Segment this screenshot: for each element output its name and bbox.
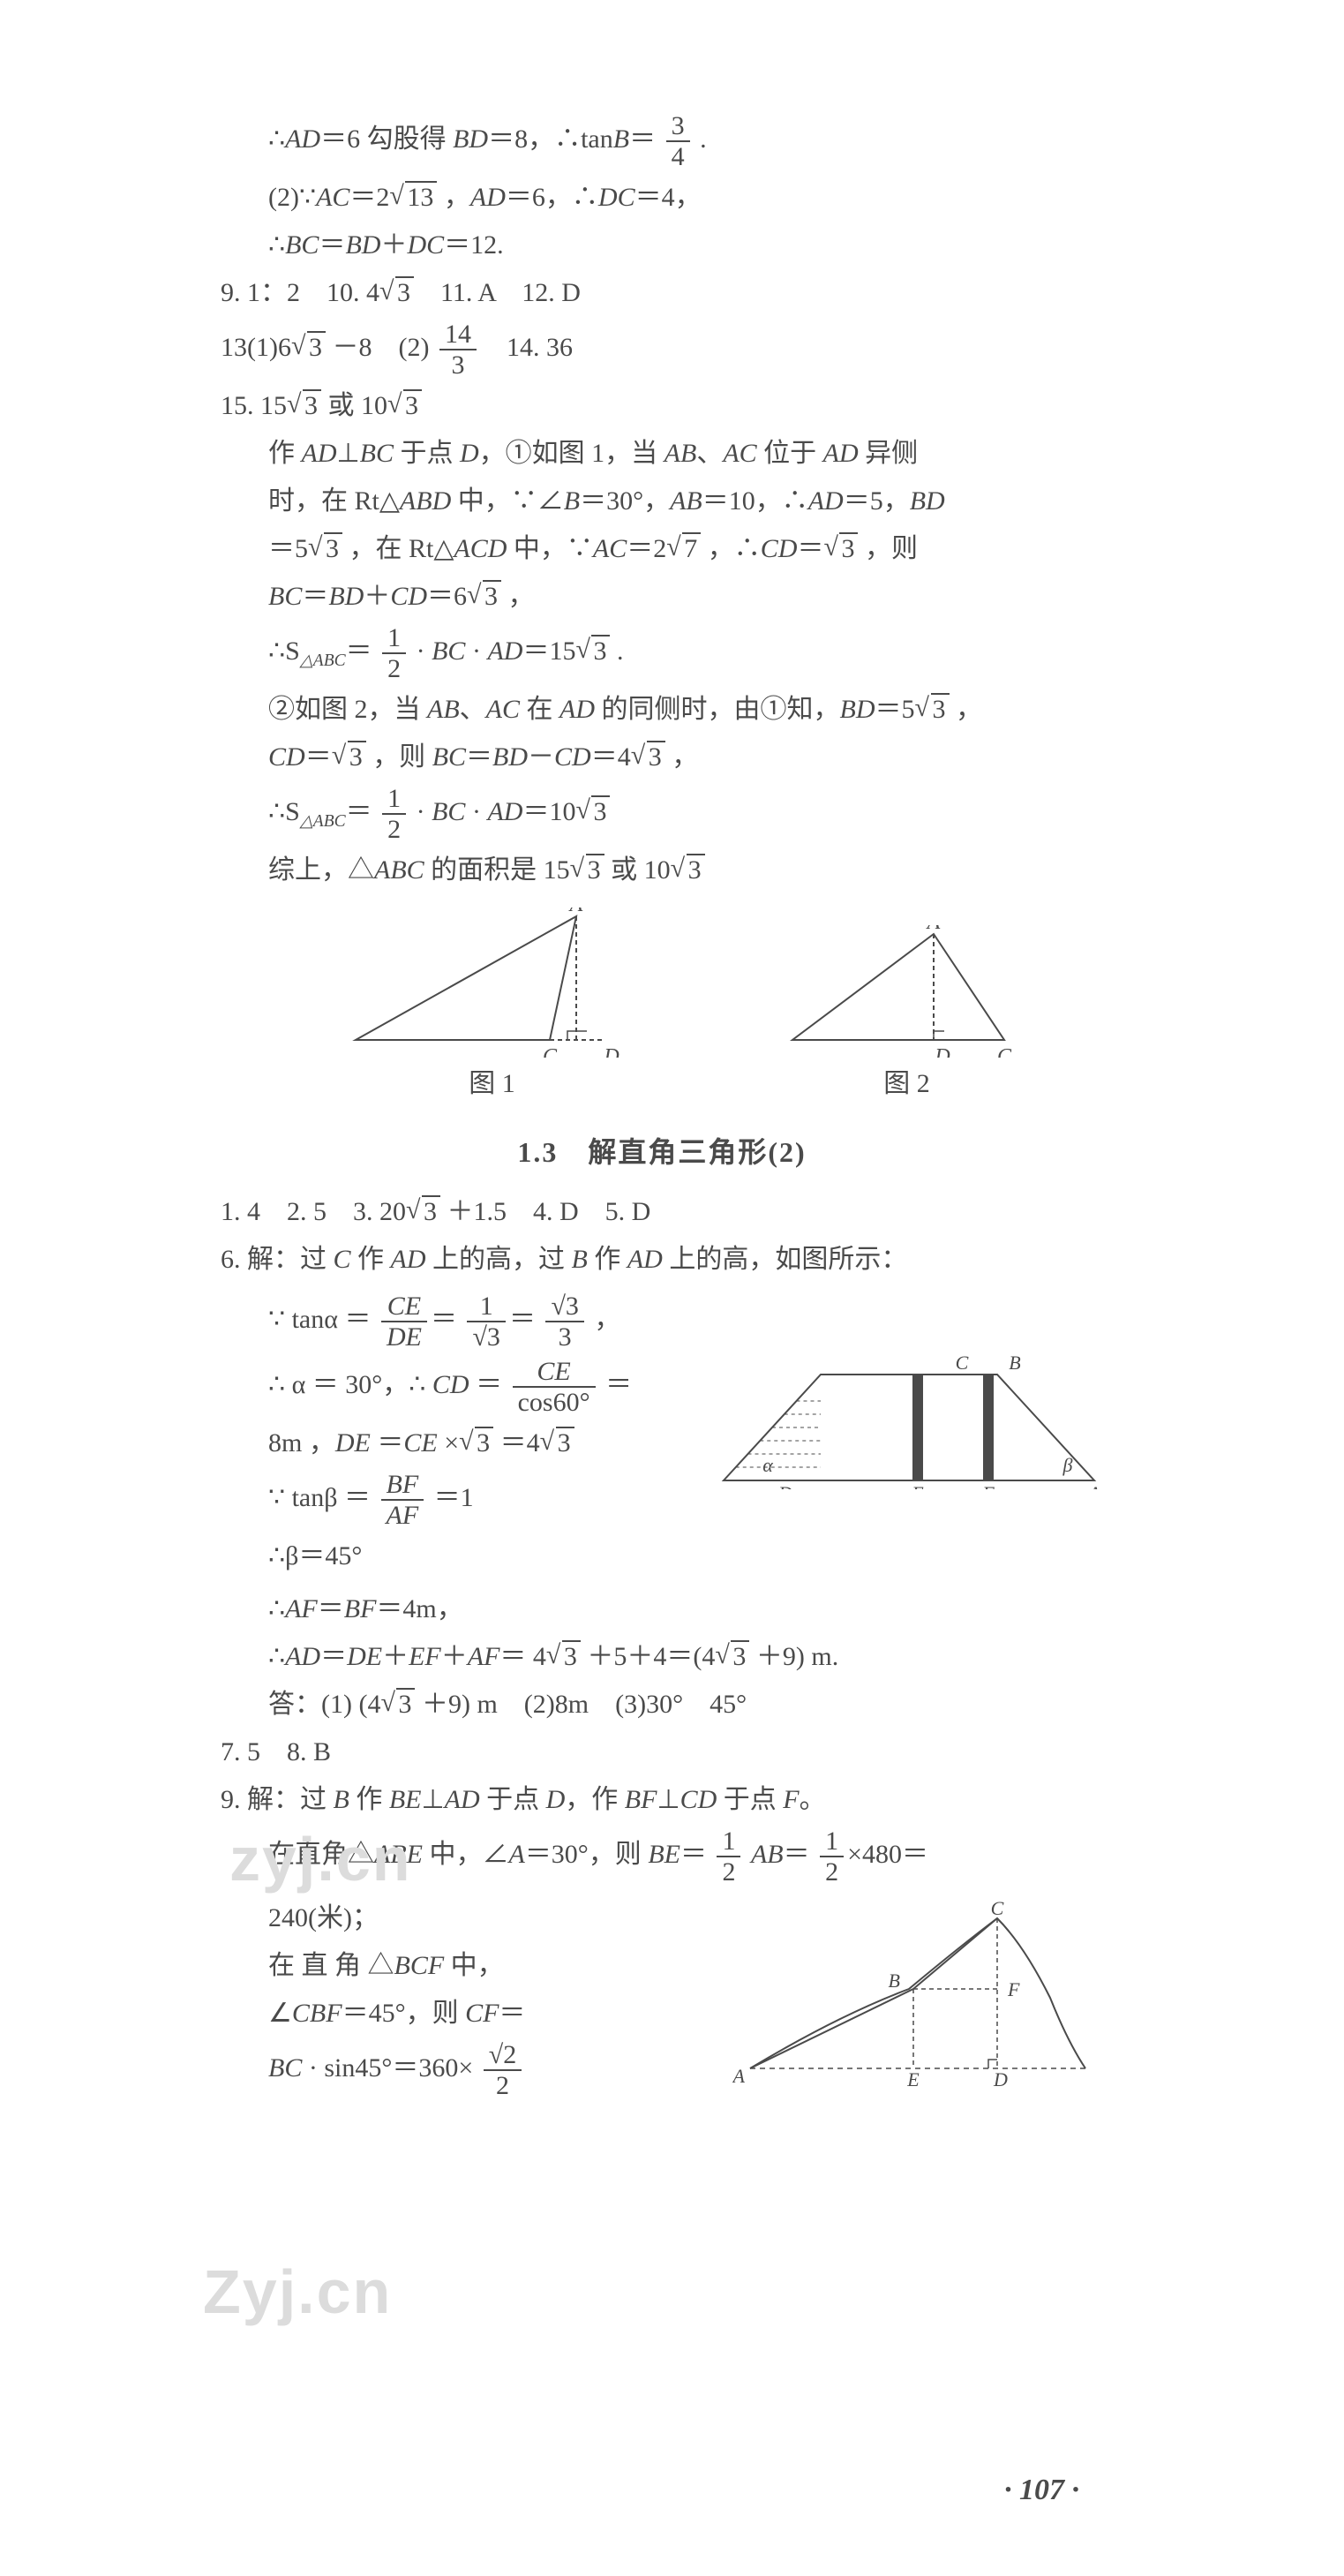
figure-2: ABCD 图 2 (784, 925, 1031, 1105)
svg-text:C: C (996, 1045, 1011, 1058)
text-line: 9. 1：2 10. 43 11. A 12. D (221, 272, 1103, 314)
text-line: ∴ α ＝ 30°，∴ CD ＝ CEcos60° ＝ (221, 1357, 680, 1417)
svg-text:B: B (1009, 1352, 1020, 1374)
text-line: ∵ tanα ＝ CEDE＝ 1√3＝ √33 ， (221, 1292, 680, 1352)
svg-text:F: F (981, 1482, 995, 1489)
figure-caption: 图 1 (347, 1063, 638, 1105)
page-number: · 107 · (1004, 2467, 1079, 2514)
text-line: ∴AD＝6 勾股得 BD＝8，∴tanB＝ 34 . (221, 111, 1103, 171)
svg-text:C: C (991, 1897, 1004, 1919)
text-line: 6. 解：过 C 作 AD 上的高，过 B 作 AD 上的高，如图所示： (221, 1239, 1103, 1281)
fraction: 34 (666, 111, 690, 171)
watermark: Zyj.cn (203, 2242, 392, 2341)
text-line: 在 直 角 △BCF 中， (221, 1945, 697, 1987)
hill-figure: A B C F E D (732, 1892, 1103, 2095)
triangle-2-svg: ABCD (784, 925, 1031, 1058)
svg-text:β: β (1062, 1454, 1073, 1476)
text-line: 时，在 Rt△ABD 中，∵∠B＝30°，AB＝10，∴AD＝5，BD (221, 480, 1103, 523)
text-line: 综上，△ABC 的面积是 153 或 103 (221, 849, 1103, 892)
figure-1: ABCD 图 1 (347, 908, 638, 1105)
hill-svg: A B C F E D (732, 1892, 1103, 2095)
text-line: ＝53 ，在 Rt△ACD 中，∵AC＝27 ，∴CD＝3 ，则 (221, 528, 1103, 570)
text-line: ∠CBF＝45°，则 CF＝ (221, 1992, 697, 2035)
section-title: 1.3 解直角三角形(2) (221, 1130, 1103, 1175)
text-line: 13(1)63 －8 (2) 143 14. 36 (221, 320, 1103, 380)
svg-text:D: D (603, 1045, 619, 1058)
svg-text:A: A (925, 925, 940, 934)
text-line: 7. 5 8. B (221, 1731, 1103, 1774)
trapezoid-figure: C Bα β D E F A (715, 1348, 1103, 1489)
text-line: 9. 解：过 B 作 BE⊥AD 于点 D，作 BF⊥CD 于点 F。 (221, 1779, 1103, 1821)
svg-text:D: D (777, 1482, 792, 1489)
text-line: ②如图 2，当 AB、AC 在 AD 的同侧时，由①知，BD＝53 ， (221, 689, 1103, 731)
text-line: 作 AD⊥BC 于点 D，①如图 1，当 AB、AC 位于 AD 异侧 (221, 433, 1103, 475)
svg-text:C: C (542, 1045, 557, 1058)
text-line: BC＝BD＋CD＝63 ， (221, 576, 1103, 618)
svg-text:B: B (889, 1970, 900, 1992)
text-line: BC · sin45°＝360× √22 (221, 2040, 697, 2100)
text-line: ∵ tanβ ＝ BFAF ＝1 (221, 1470, 680, 1530)
text-line: ∴β＝45° (221, 1535, 680, 1578)
svg-text:α: α (762, 1454, 773, 1476)
text-line: ∴S△ABC＝ 12 · BC · AD＝153 . (221, 623, 1103, 683)
text-line: ∴BC＝BD＋DC＝12. (221, 224, 1103, 267)
text-line: (2)∵AC＝213 ，AD＝6，∴DC＝4， (221, 177, 1103, 219)
text-line: 答：(1) (43 ＋9) m (2)8m (3)30° 45° (221, 1683, 1103, 1726)
text-line: ∴AD＝DE＋EF＋AF＝ 43 ＋5＋4＝(43 ＋9) m. (221, 1636, 1103, 1678)
text-line: 240(米)； (221, 1897, 697, 1940)
svg-text:F: F (1007, 1978, 1020, 2000)
svg-text:D: D (934, 1045, 950, 1058)
page: ∴AD＝6 勾股得 BD＝8，∴tanB＝ 34 . (2)∵AC＝213 ，A… (0, 0, 1344, 2576)
figure-caption: 图 2 (784, 1063, 1031, 1105)
svg-text:E: E (906, 2068, 920, 2090)
svg-text:A: A (732, 2065, 746, 2087)
text-line: ∴AF＝BF＝4m， (221, 1588, 1103, 1631)
svg-text:D: D (993, 2068, 1008, 2090)
svg-text:C: C (956, 1352, 969, 1374)
triangle-1-svg: ABCD (347, 908, 638, 1058)
svg-text:A: A (1086, 1482, 1100, 1489)
svg-text:E: E (911, 1482, 924, 1489)
text-line: CD＝3 ，则 BC＝BD－CD＝43 ， (221, 736, 1103, 779)
content-block: ∴AD＝6 勾股得 BD＝8，∴tanB＝ 34 . (2)∵AC＝213 ，A… (221, 111, 1103, 2105)
text-line: 15. 153 或 103 (221, 385, 1103, 427)
text-line: ∴S△ABC＝ 12 · BC · AD＝103 (221, 784, 1103, 844)
text-line: 在直角△ABE 中，∠A＝30°，则 BE＝ 12 AB＝ 12×480＝ (221, 1827, 1103, 1887)
text-line: 1. 4 2. 5 3. 203 ＋1.5 4. D 5. D (221, 1191, 1103, 1233)
trapezoid-svg: C Bα β D E F A (715, 1348, 1103, 1489)
svg-text:A: A (567, 908, 582, 916)
text-line: 8m ，DE ＝CE ×3 ＝43 (221, 1422, 680, 1465)
figure-row: ABCD 图 1 ABCD 图 2 (274, 908, 1103, 1105)
